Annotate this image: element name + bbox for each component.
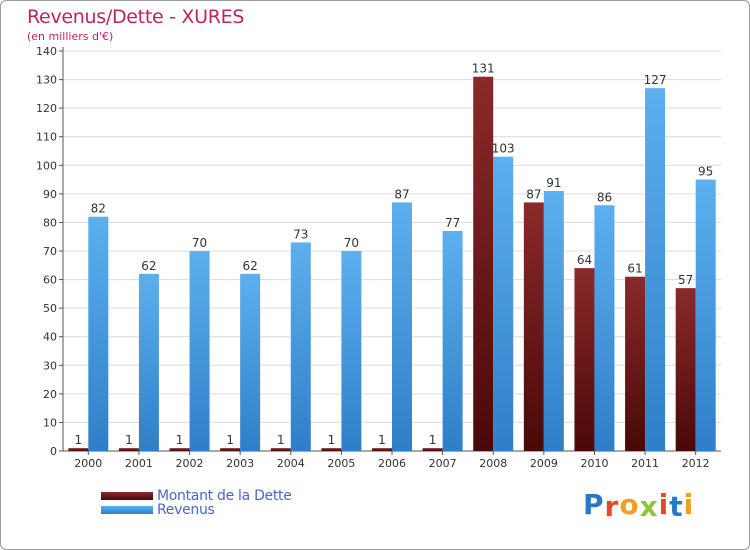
legend-label-dette: Montant de la Dette [157, 488, 292, 504]
data-label-revenus: 127 [644, 73, 667, 87]
bar-revenus [138, 273, 159, 451]
bar-dette [118, 448, 139, 451]
y-tick-label: 10 [43, 416, 57, 429]
logo-letter: P [583, 488, 605, 521]
bar-dette [675, 288, 696, 451]
x-tick-label: 2011 [631, 457, 659, 470]
logo-letter: i [658, 488, 670, 521]
chart-subtitle: (en milliers d'€) [27, 30, 114, 43]
x-tick-label: 2000 [74, 457, 102, 470]
data-label-dette: 61 [627, 262, 642, 276]
y-tick-label: 50 [43, 302, 57, 315]
data-label-dette: 1 [429, 433, 437, 447]
y-tick-label: 60 [43, 274, 57, 287]
x-tick-label: 2006 [378, 457, 406, 470]
bar-revenus [695, 179, 716, 452]
y-tick-label: 0 [50, 445, 57, 458]
bar-revenus [290, 242, 311, 451]
legend-swatch-revenus [101, 506, 153, 514]
x-tick-label: 2007 [429, 457, 457, 470]
logo-letter: x [639, 490, 659, 523]
y-tick-label: 90 [43, 188, 57, 201]
data-label-revenus: 87 [394, 187, 409, 201]
data-label-dette: 1 [176, 433, 184, 447]
y-tick-label: 130 [36, 74, 57, 87]
data-label-revenus: 77 [445, 216, 460, 230]
data-label-dette: 1 [378, 433, 386, 447]
data-label-dette: 1 [277, 433, 285, 447]
chart-title: Revenus/Dette - XURES [27, 6, 245, 28]
data-label-dette: 1 [328, 433, 336, 447]
bar-revenus [88, 216, 109, 451]
y-tick-label: 30 [43, 359, 57, 372]
bar-revenus [493, 156, 514, 451]
data-label-revenus: 95 [698, 165, 713, 179]
bar-revenus [341, 251, 362, 451]
data-label-dette: 87 [526, 187, 541, 201]
data-label-dette: 57 [678, 273, 693, 287]
x-tick-label: 2002 [176, 457, 204, 470]
x-tick-label: 2003 [226, 457, 254, 470]
x-tick-label: 2004 [277, 457, 305, 470]
bar-revenus [392, 202, 412, 451]
logo-letter: r [604, 490, 620, 523]
y-tick-label: 80 [43, 216, 57, 229]
bar-dette [625, 276, 646, 451]
legend-item-dette: Montant de la Dette [101, 488, 292, 504]
bar-revenus [543, 191, 564, 451]
legend-label-revenus: Revenus [157, 502, 215, 518]
data-label-revenus: 62 [141, 259, 156, 273]
y-tick-label: 100 [36, 159, 57, 172]
data-label-dette: 1 [74, 433, 82, 447]
data-label-dette: 1 [226, 433, 234, 447]
data-label-dette: 1 [125, 433, 133, 447]
x-tick-label: 2009 [530, 457, 558, 470]
y-tick-label: 20 [43, 388, 57, 401]
logo-letter: i [683, 488, 695, 521]
logo-letter: t [669, 490, 684, 523]
x-tick-label: 2001 [125, 457, 153, 470]
data-label-revenus: 86 [597, 190, 612, 204]
x-tick-label: 2012 [682, 457, 710, 470]
bar-dette [372, 448, 392, 451]
logo-letter: o [619, 488, 640, 521]
data-label-revenus: 70 [344, 236, 359, 250]
bar-dette [422, 448, 443, 451]
bar-revenus [594, 205, 615, 451]
bar-revenus [645, 88, 666, 452]
y-tick-label: 70 [43, 245, 57, 258]
data-label-revenus: 70 [192, 236, 207, 250]
data-label-dette: 131 [472, 62, 495, 76]
x-tick-label: 2010 [580, 457, 608, 470]
data-label-revenus: 73 [293, 227, 308, 241]
x-tick-label: 2008 [479, 457, 507, 470]
bar-dette [574, 268, 595, 451]
data-label-revenus: 91 [546, 176, 561, 190]
y-tick-label: 110 [36, 131, 57, 144]
bar-dette [321, 448, 342, 451]
bar-dette [523, 202, 544, 451]
bar-revenus [442, 231, 463, 451]
data-label-revenus: 62 [243, 259, 258, 273]
data-label-revenus: 82 [91, 202, 106, 216]
data-label-dette: 64 [577, 253, 592, 267]
legend-item-revenus: Revenus [101, 502, 215, 518]
x-tick-label: 2005 [327, 457, 355, 470]
proxiti-logo: Proxiti [583, 488, 695, 523]
bar-revenus [240, 273, 261, 451]
bar-dette [473, 76, 494, 451]
bar-revenus [189, 251, 210, 451]
data-label-revenus: 103 [492, 142, 515, 156]
bar-dette [169, 448, 190, 451]
y-tick-label: 140 [36, 45, 57, 58]
legend-swatch-dette [101, 492, 153, 500]
y-tick-label: 120 [36, 102, 57, 115]
bar-dette [220, 448, 241, 451]
y-tick-label: 40 [43, 331, 57, 344]
bar-dette [68, 448, 89, 451]
bar-dette [270, 448, 291, 451]
